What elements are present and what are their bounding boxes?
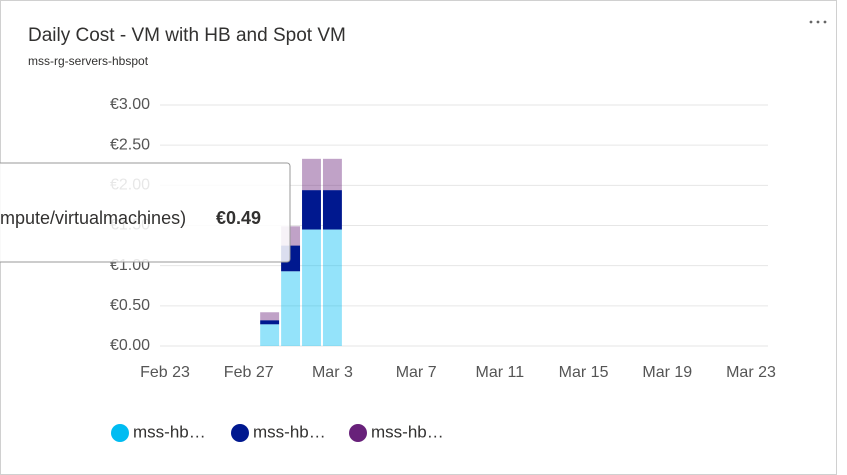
x-tick-label: Feb 23 bbox=[140, 364, 190, 381]
legend-label: mss-hb… bbox=[253, 422, 326, 441]
bar-segment bbox=[322, 158, 342, 191]
bar-segment bbox=[302, 190, 321, 230]
legend-item[interactable]: mss-hb… bbox=[111, 422, 206, 442]
tooltip-text: mpute/virtualmachines) bbox=[0, 208, 186, 228]
chart-title: Daily Cost - VM with HB and Spot VM bbox=[28, 25, 346, 46]
legend-swatch bbox=[349, 424, 367, 442]
chart-subtitle: mss-rg-servers-hbspot bbox=[28, 54, 149, 68]
legend-item[interactable]: mss-hb… bbox=[231, 422, 326, 442]
bar-segment bbox=[322, 190, 342, 230]
x-tick-label: Mar 11 bbox=[476, 364, 525, 381]
x-tick-label: Feb 27 bbox=[224, 364, 274, 381]
bar-segment bbox=[302, 229, 321, 346]
y-tick-label: €0.00 bbox=[110, 337, 150, 354]
bar-segment bbox=[302, 158, 321, 191]
x-tick-label: Mar 7 bbox=[396, 364, 437, 381]
y-tick-label: €0.50 bbox=[110, 297, 150, 314]
more-menu[interactable] bbox=[809, 20, 827, 24]
legend-swatch bbox=[111, 424, 129, 442]
bar-segment bbox=[260, 324, 280, 346]
legend-label: mss-hb… bbox=[371, 422, 444, 441]
tooltip-box bbox=[0, 162, 291, 263]
y-tick-label: €3.00 bbox=[110, 96, 150, 113]
bar-segment bbox=[260, 312, 280, 321]
bar-segment bbox=[281, 271, 301, 346]
x-tick-label: Mar 23 bbox=[726, 364, 776, 381]
bar-segment bbox=[322, 229, 342, 346]
x-tick-label: Mar 19 bbox=[642, 364, 692, 381]
x-tick-label: Mar 3 bbox=[312, 364, 353, 381]
tooltip: mpute/virtualmachines) €0.49 bbox=[0, 162, 291, 263]
y-tick-label: €2.50 bbox=[110, 136, 150, 153]
legend-swatch bbox=[231, 424, 249, 442]
tooltip-value: €0.49 bbox=[216, 208, 261, 228]
legend-label: mss-hb… bbox=[133, 422, 206, 441]
bar-segment bbox=[260, 320, 280, 325]
x-tick-label: Mar 15 bbox=[559, 364, 609, 381]
legend-item[interactable]: mss-hb… bbox=[349, 422, 444, 442]
